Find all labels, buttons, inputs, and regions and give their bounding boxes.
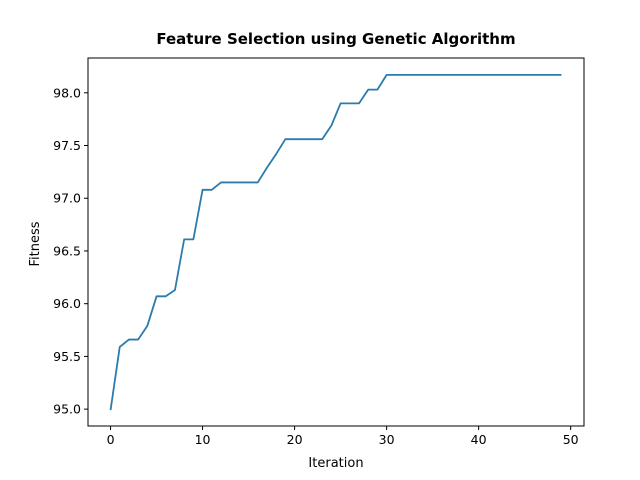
x-tick-label: 40 — [471, 432, 487, 447]
x-axis-label: Iteration — [308, 456, 363, 471]
x-tick-label: 10 — [195, 432, 211, 447]
y-tick-label: 97.5 — [53, 138, 81, 153]
x-tick-label: 30 — [379, 432, 395, 447]
y-tick-label: 98.0 — [53, 85, 81, 100]
plot-area — [87, 57, 585, 427]
y-tick-label: 96.5 — [53, 243, 81, 258]
y-axis-label: Fitness — [28, 221, 43, 266]
y-axis: 95.0 95.5 96.0 96.5 97.0 97.5 98.0 — [53, 85, 88, 417]
fitness-series-line — [109, 73, 562, 411]
x-axis: 0 10 20 30 40 50 — [107, 426, 579, 447]
plot-frame — [87, 57, 585, 427]
series-layer — [109, 73, 562, 411]
chart-title: Feature Selection using Genetic Algorith… — [156, 30, 515, 48]
y-tick-label: 96.0 — [53, 296, 81, 311]
y-tick-label: 97.0 — [53, 191, 81, 206]
y-tick-label: 95.5 — [53, 349, 81, 364]
y-tick-label: 95.0 — [53, 402, 81, 417]
x-tick-label: 20 — [287, 432, 303, 447]
x-tick-label: 0 — [107, 432, 115, 447]
x-tick-label: 50 — [563, 432, 579, 447]
